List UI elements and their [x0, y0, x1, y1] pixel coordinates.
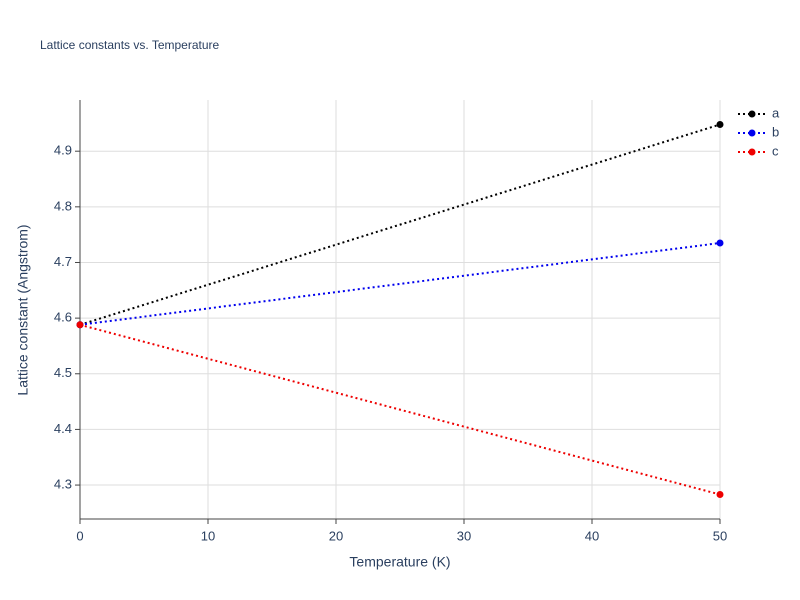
x-axis-title: Temperature (K): [349, 554, 450, 570]
x-tick-label: 10: [201, 528, 215, 543]
legend-label: c: [772, 143, 779, 158]
legend-label: b: [772, 124, 779, 139]
legend-marker: [748, 110, 756, 118]
series-line: [79, 242, 721, 326]
legend-marker: [748, 129, 756, 137]
x-tick-label: 40: [585, 528, 599, 543]
chart-title: Lattice constants vs. Temperature: [40, 38, 220, 52]
x-tick-label: 20: [329, 528, 343, 543]
y-tick-label: 4.8: [54, 198, 72, 213]
x-tick-label: 50: [713, 528, 727, 543]
point: [716, 491, 724, 499]
y-tick-label: 4.7: [54, 254, 72, 269]
y-tick-label: 4.6: [54, 310, 72, 325]
series-line: [79, 123, 721, 326]
series-line: [79, 323, 721, 496]
legend-label: a: [772, 105, 780, 120]
y-tick-label: 4.4: [54, 421, 72, 436]
y-axis-title: Lattice constant (Angstrom): [15, 224, 31, 395]
point: [716, 120, 724, 128]
point: [716, 239, 724, 247]
legend-marker: [748, 148, 756, 156]
y-tick-label: 4.3: [54, 476, 72, 491]
y-tick-label: 4.5: [54, 365, 72, 380]
x-tick-label: 30: [457, 528, 471, 543]
y-tick-label: 4.9: [54, 143, 72, 158]
x-tick-label: 0: [76, 528, 83, 543]
point: [76, 321, 84, 329]
